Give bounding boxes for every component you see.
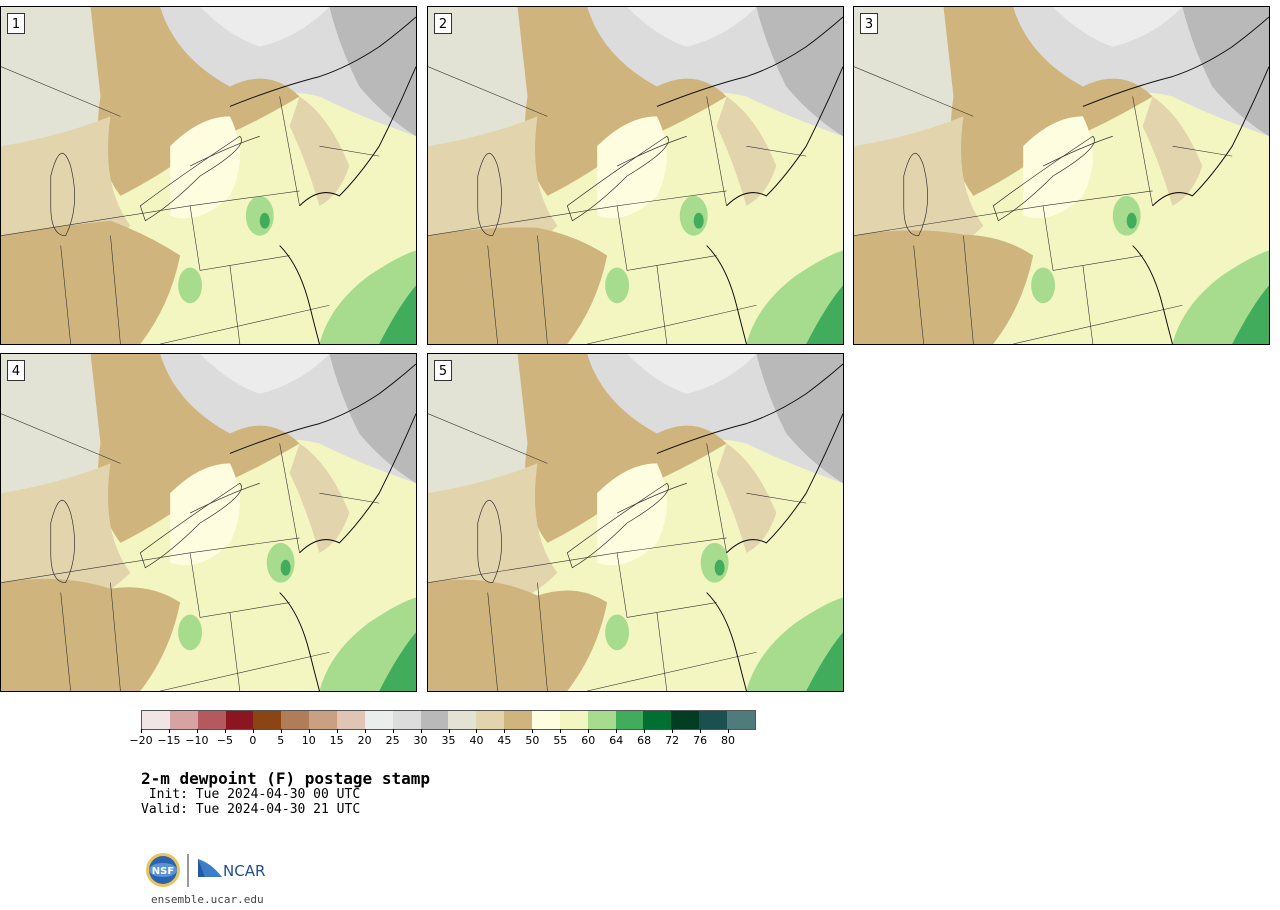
- colorbar-tick-mark: [672, 729, 674, 733]
- colorbar-tick-label: 45: [497, 734, 512, 747]
- nsf-ncar-logo: NSF NCAR: [146, 853, 265, 887]
- colorbar-swatch: [532, 711, 560, 729]
- colorbar-tick-label: 72: [665, 734, 680, 747]
- ensemble-member-panel-1: 1: [0, 6, 417, 345]
- colorbar-tick-label: 5: [277, 734, 285, 747]
- plot-title: 2-m dewpoint (F) postage stamp: [141, 769, 430, 788]
- colorbar-tick-mark: [308, 729, 310, 733]
- colorbar-swatch: [142, 711, 170, 729]
- colorbar-tick-mark: [644, 729, 646, 733]
- colorbar-tick-label: 40: [469, 734, 484, 747]
- colorbar-swatch: [420, 711, 449, 729]
- colorbar-tick-mark: [392, 729, 394, 733]
- nsf-seal-icon: NSF: [146, 853, 180, 887]
- nsf-seal-text: NSF: [152, 866, 174, 877]
- colorbar-tick-mark: [504, 729, 506, 733]
- colorbar-swatch: [643, 711, 672, 729]
- colorbar-tick-label: −20: [129, 734, 153, 747]
- colorbar-tick-label: 64: [609, 734, 624, 747]
- colorbar-tick-label: 80: [721, 734, 736, 747]
- colorbar-tick-label: 68: [637, 734, 652, 747]
- colorbar-tick-mark: [560, 729, 562, 733]
- colorbar-tick-mark: [448, 729, 450, 733]
- colorbar-tick-mark: [616, 729, 618, 733]
- dewpoint-map: [428, 7, 843, 344]
- colorbar-tick-mark: [336, 729, 338, 733]
- member-number-label: 5: [434, 360, 452, 381]
- colorbar-swatch: [392, 711, 421, 729]
- colorbar-tick-label: 35: [441, 734, 456, 747]
- dewpoint-map: [1, 354, 416, 691]
- colorbar-swatch: [727, 711, 755, 729]
- colorbar-tick-label: 76: [693, 734, 708, 747]
- colorbar-tick-mark: [224, 729, 226, 733]
- colorbar-tick-label: 20: [357, 734, 372, 747]
- colorbar-swatch: [225, 711, 254, 729]
- colorbar-tick-mark: [476, 729, 478, 733]
- colorbar-tick-label: 25: [385, 734, 400, 747]
- colorbar-swatch: [671, 711, 700, 729]
- dewpoint-colorbar: [141, 710, 756, 730]
- ensemble-member-panel-4: 4: [0, 353, 417, 692]
- colorbar-swatch: [699, 711, 728, 729]
- colorbar-swatch: [504, 711, 533, 729]
- dewpoint-map: [428, 354, 843, 691]
- colorbar-tick-mark: [700, 729, 702, 733]
- member-number-label: 2: [434, 13, 452, 34]
- dewpoint-map: [1, 7, 416, 344]
- member-number-label: 1: [7, 13, 25, 34]
- ensemble-member-panel-5: 5: [427, 353, 844, 692]
- colorbar-tick-label: 10: [301, 734, 316, 747]
- ncar-text: NCAR: [223, 862, 265, 880]
- colorbar-swatch: [615, 711, 644, 729]
- colorbar-tick-label: 30: [413, 734, 428, 747]
- member-number-label: 4: [7, 360, 25, 381]
- colorbar-swatch: [559, 711, 588, 729]
- colorbar-tick-label: 50: [525, 734, 540, 747]
- colorbar-tick-mark: [168, 729, 170, 733]
- colorbar-swatch: [281, 711, 310, 729]
- colorbar-tick-label: 55: [553, 734, 568, 747]
- colorbar-tick-mark: [280, 729, 282, 733]
- colorbar-tick-mark: [532, 729, 534, 733]
- colorbar-tick-mark: [141, 729, 142, 733]
- colorbar-swatch: [309, 711, 338, 729]
- colorbar-swatch: [587, 711, 616, 729]
- init-time: Init: Tue 2024-04-30 00 UTC: [141, 787, 361, 802]
- dewpoint-map: [854, 7, 1269, 344]
- colorbar-tick-label: −15: [157, 734, 181, 747]
- colorbar-tick-label: 15: [329, 734, 344, 747]
- colorbar-tick-label: 60: [581, 734, 596, 747]
- valid-time: Valid: Tue 2024-04-30 21 UTC: [141, 802, 361, 817]
- colorbar-swatch: [476, 711, 505, 729]
- colorbar-tick-mark: [588, 729, 590, 733]
- ensemble-member-panel-2: 2: [427, 6, 844, 345]
- colorbar-swatch: [169, 711, 198, 729]
- colorbar-swatch: [448, 711, 477, 729]
- colorbar-tick-mark: [196, 729, 198, 733]
- colorbar-swatch: [253, 711, 282, 729]
- colorbar-tick-mark: [252, 729, 254, 733]
- ncar-logo-icon: [198, 859, 222, 877]
- colorbar-tick-label: −10: [185, 734, 209, 747]
- colorbar-tick-mark: [420, 729, 422, 733]
- ensemble-member-panel-3: 3: [853, 6, 1270, 345]
- member-number-label: 3: [860, 13, 878, 34]
- colorbar-tick-label: −5: [216, 734, 233, 747]
- colorbar-tick-label: 0: [249, 734, 257, 747]
- colorbar-tick-mark: [364, 729, 366, 733]
- colorbar-tick-mark: [728, 729, 730, 733]
- colorbar-swatch: [197, 711, 226, 729]
- colorbar-swatch: [364, 711, 393, 729]
- site-url: ensemble.ucar.edu: [151, 893, 264, 906]
- colorbar-swatch: [337, 711, 365, 729]
